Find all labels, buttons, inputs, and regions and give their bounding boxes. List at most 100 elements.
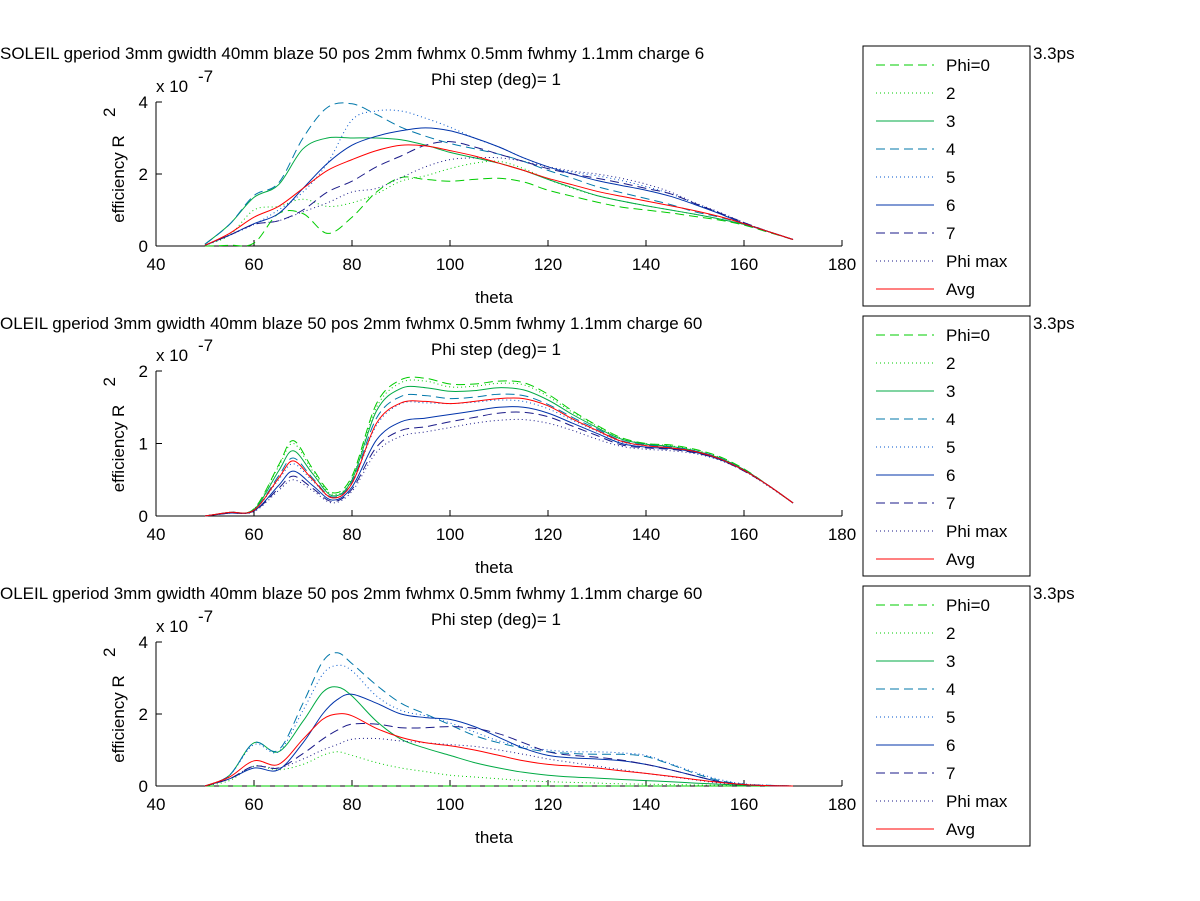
y-tick-label: 0 <box>139 507 148 526</box>
y-axis-label-sup: 2 <box>100 108 119 117</box>
series-line-1 <box>204 176 794 247</box>
series-line-6 <box>204 406 794 517</box>
legend-entry: 7 <box>946 494 955 513</box>
series-line-7 <box>204 141 794 246</box>
x-tick-label: 100 <box>436 255 464 274</box>
legend-entry: Phi=0 <box>946 326 990 345</box>
legend-entry: Phi=0 <box>946 56 990 75</box>
series-line-1 <box>204 376 794 517</box>
legend-box <box>862 315 1031 577</box>
legend-entry: Avg <box>946 550 975 569</box>
y-tick-label: 2 <box>139 165 148 184</box>
x-tick-label: 100 <box>436 795 464 814</box>
x-tick-label: 160 <box>730 525 758 544</box>
legend-entry: 2 <box>946 354 955 373</box>
legend-entry: 6 <box>946 196 955 215</box>
y-exponent-base: x 10 <box>156 77 188 96</box>
x-tick-label: 120 <box>534 255 562 274</box>
x-tick-label: 100 <box>436 525 464 544</box>
legend-entry: Phi max <box>946 792 1008 811</box>
series-line-6 <box>204 693 794 787</box>
y-axis-label-group: efficiency R 2 <box>100 377 128 492</box>
x-tick-label: 180 <box>828 255 856 274</box>
x-tick-label: 80 <box>343 525 362 544</box>
y-axis-label-group: efficiency R 2 <box>100 108 128 223</box>
series-line-5 <box>204 399 794 517</box>
y-axis-label-sup: 2 <box>100 377 119 386</box>
subplot-3: OLEIL gperiod 3mm gwidth 40mm blaze 50 p… <box>0 584 1075 847</box>
x-tick-label: 40 <box>147 795 166 814</box>
chart-subtitle: Phi step (deg)= 1 <box>431 610 561 629</box>
y-tick-label: 2 <box>139 705 148 724</box>
chart-title-tail: 3.3ps <box>1033 314 1075 333</box>
chart-title: OLEIL gperiod 3mm gwidth 40mm blaze 50 p… <box>0 314 702 333</box>
x-tick-label: 120 <box>534 525 562 544</box>
x-axis-label: theta <box>475 288 513 307</box>
x-tick-label: 40 <box>147 525 166 544</box>
series-line-3 <box>204 136 794 245</box>
legend-entry: 2 <box>946 624 955 643</box>
x-axis-label: theta <box>475 558 513 577</box>
series-line-9 <box>204 397 794 517</box>
series-line-7 <box>204 411 794 517</box>
legend-entry: 2 <box>946 84 955 103</box>
y-tick-label: 4 <box>139 633 148 652</box>
series-line-4 <box>204 652 794 787</box>
chart-subtitle: Phi step (deg)= 1 <box>431 70 561 89</box>
legend-entry: Avg <box>946 280 975 299</box>
y-tick-label: 2 <box>139 362 148 381</box>
series-line-9 <box>204 144 794 246</box>
subplot-2: OLEIL gperiod 3mm gwidth 40mm blaze 50 p… <box>0 314 1075 577</box>
chart-title-tail: 3.3ps <box>1033 44 1075 63</box>
series-line-4 <box>204 393 794 517</box>
legend-entry: Phi=0 <box>946 596 990 615</box>
y-axis-label: efficiency R <box>109 675 128 763</box>
y-exponent-base: x 10 <box>156 617 188 636</box>
series-line-8 <box>204 156 794 246</box>
series-line-8 <box>204 418 794 517</box>
chart-title: SOLEIL gperiod 3mm gwidth 40mm blaze 50 … <box>0 44 704 63</box>
x-tick-label: 60 <box>245 795 264 814</box>
x-tick-label: 180 <box>828 795 856 814</box>
legend-entry: Phi max <box>946 252 1008 271</box>
chart-title-tail: 3.3ps <box>1033 584 1075 603</box>
x-tick-label: 140 <box>632 255 660 274</box>
y-tick-label: 0 <box>139 777 148 796</box>
legend-entry: 3 <box>946 382 955 401</box>
legend-entry: 4 <box>946 680 955 699</box>
y-axis-label-group: efficiency R 2 <box>100 648 128 763</box>
x-tick-label: 80 <box>343 795 362 814</box>
legend-entry: 5 <box>946 438 955 457</box>
x-tick-label: 180 <box>828 525 856 544</box>
legend-entry: 7 <box>946 224 955 243</box>
legend-entry: 3 <box>946 652 955 671</box>
x-tick-label: 80 <box>343 255 362 274</box>
legend-box <box>862 45 1031 307</box>
legend-entry: 7 <box>946 764 955 783</box>
y-axis-label: efficiency R <box>109 135 128 223</box>
legend-box <box>862 585 1031 847</box>
series-line-5 <box>204 109 794 246</box>
y-exponent-sup: -7 <box>198 336 213 355</box>
series-line-3 <box>204 686 794 787</box>
y-exponent-sup: -7 <box>198 607 213 626</box>
chart-subtitle: Phi step (deg)= 1 <box>431 340 561 359</box>
legend-entry: 5 <box>946 168 955 187</box>
subplot-1: SOLEIL gperiod 3mm gwidth 40mm blaze 50 … <box>0 44 1075 307</box>
x-tick-label: 140 <box>632 525 660 544</box>
series-line-4 <box>204 102 794 245</box>
x-tick-label: 160 <box>730 255 758 274</box>
x-tick-label: 120 <box>534 795 562 814</box>
y-axis-label: efficiency R <box>109 405 128 493</box>
legend-entry: 3 <box>946 112 955 131</box>
y-exponent-sup: -7 <box>198 67 213 86</box>
legend-entry: Avg <box>946 820 975 839</box>
series-line-7 <box>204 723 794 787</box>
x-tick-label: 140 <box>632 795 660 814</box>
y-tick-label: 1 <box>139 435 148 454</box>
x-axis-label: theta <box>475 828 513 847</box>
series-line-3 <box>204 385 794 517</box>
legend-entry: 6 <box>946 736 955 755</box>
series-line-2 <box>204 751 794 787</box>
y-tick-label: 4 <box>139 93 148 112</box>
